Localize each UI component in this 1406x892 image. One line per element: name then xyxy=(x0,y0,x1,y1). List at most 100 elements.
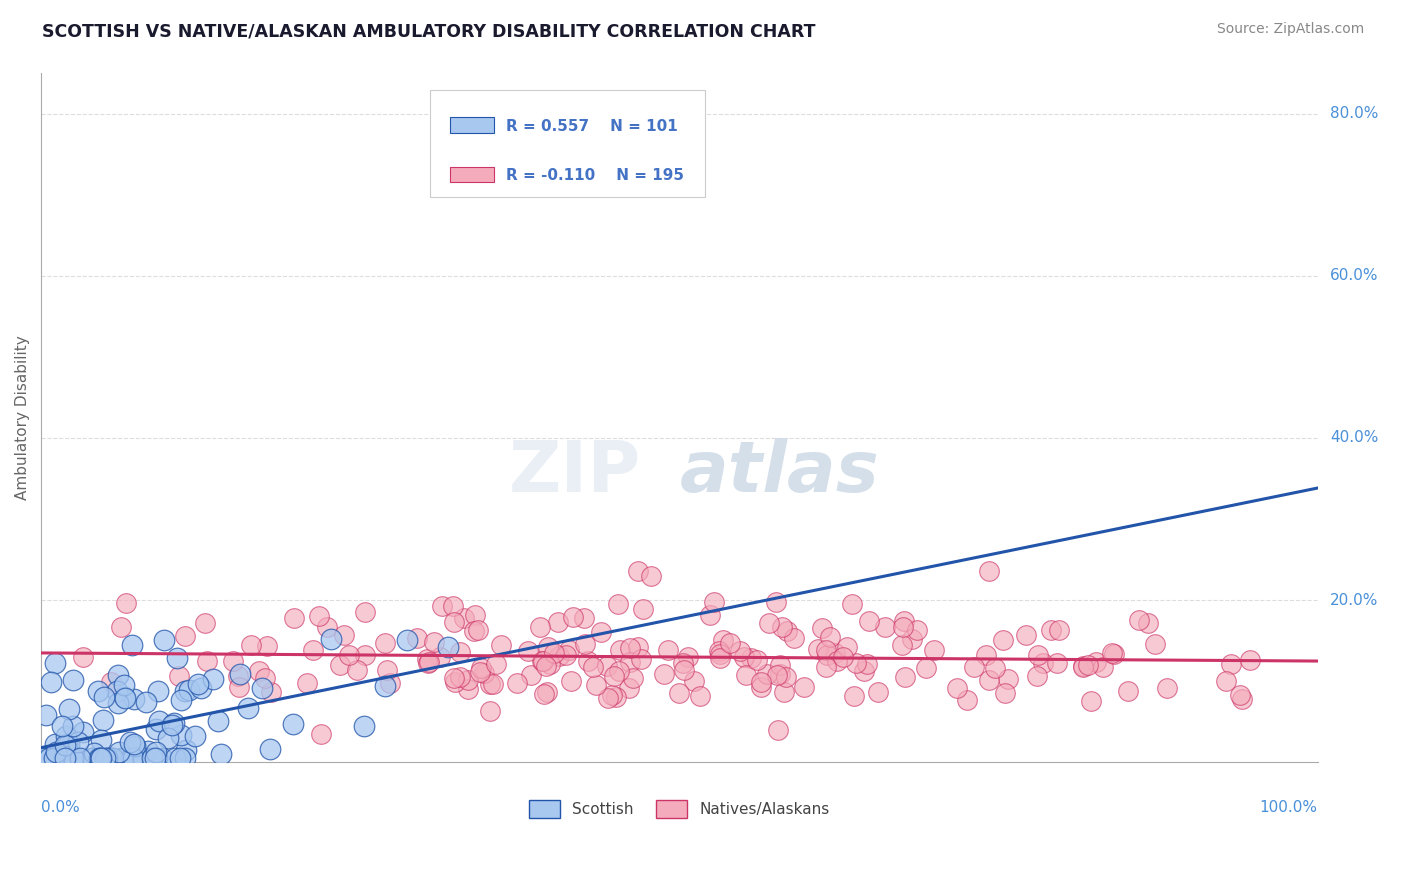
Point xyxy=(1071,660,1094,674)
Point xyxy=(1116,684,1139,698)
Point xyxy=(429,649,451,664)
Point xyxy=(42,751,65,765)
Point xyxy=(733,649,755,664)
Point xyxy=(90,751,112,765)
Point xyxy=(163,716,186,731)
Point xyxy=(974,648,997,663)
Point xyxy=(202,672,225,686)
Point xyxy=(100,675,122,690)
Text: ZIP: ZIP xyxy=(509,438,641,508)
Point xyxy=(329,657,352,672)
Point xyxy=(90,751,112,765)
Point xyxy=(914,661,936,675)
Point xyxy=(769,667,792,681)
Text: R = -0.110    N = 195: R = -0.110 N = 195 xyxy=(506,169,683,183)
Point xyxy=(121,638,143,652)
Point xyxy=(905,623,928,637)
Point xyxy=(1143,637,1166,651)
Point xyxy=(470,661,492,675)
Point xyxy=(96,751,118,765)
Point xyxy=(250,681,273,695)
Point xyxy=(901,632,924,646)
Point xyxy=(676,650,699,665)
Point xyxy=(107,667,129,681)
Point xyxy=(207,714,229,729)
Point xyxy=(346,663,368,677)
Point xyxy=(375,663,398,677)
Point xyxy=(226,669,249,683)
Point xyxy=(531,654,554,668)
Point xyxy=(825,654,848,668)
Point xyxy=(443,615,465,629)
Point xyxy=(163,751,186,765)
Point xyxy=(1025,668,1047,682)
Point xyxy=(444,675,467,690)
Point xyxy=(852,664,875,678)
Point xyxy=(53,751,76,765)
Point xyxy=(1239,653,1261,667)
Point xyxy=(946,681,969,695)
Point xyxy=(259,742,281,756)
Point xyxy=(120,735,142,749)
Point xyxy=(174,743,197,757)
Point xyxy=(179,682,201,697)
Point xyxy=(600,688,623,702)
Point xyxy=(893,615,915,629)
Point xyxy=(35,708,58,723)
Point xyxy=(770,620,793,634)
Point xyxy=(832,650,855,665)
Point xyxy=(536,685,558,699)
Point xyxy=(516,644,538,658)
Point xyxy=(153,633,176,648)
Point xyxy=(131,751,153,765)
Point xyxy=(374,680,396,694)
Point xyxy=(187,677,209,691)
Point xyxy=(1092,659,1115,673)
Point xyxy=(122,751,145,765)
Point xyxy=(472,665,495,680)
Text: 80.0%: 80.0% xyxy=(1330,106,1379,121)
Point xyxy=(63,751,86,765)
Point xyxy=(603,669,626,683)
Point xyxy=(166,650,188,665)
Point xyxy=(82,751,104,765)
Point xyxy=(572,611,595,625)
Text: 20.0%: 20.0% xyxy=(1330,592,1379,607)
Point xyxy=(703,595,725,609)
Point xyxy=(169,751,191,765)
Point xyxy=(55,729,77,743)
Point xyxy=(316,620,339,634)
Point xyxy=(89,751,111,765)
Point xyxy=(631,602,654,616)
Point xyxy=(45,745,67,759)
Point xyxy=(1220,657,1243,671)
Point xyxy=(107,745,129,759)
Point xyxy=(374,636,396,650)
Point xyxy=(53,751,76,765)
Point xyxy=(114,690,136,705)
Point xyxy=(482,677,505,691)
Point xyxy=(170,693,193,707)
Point xyxy=(842,689,865,703)
Text: 60.0%: 60.0% xyxy=(1330,268,1379,284)
Point xyxy=(707,644,730,658)
Point xyxy=(423,634,446,648)
Point xyxy=(49,751,72,765)
Point xyxy=(1136,616,1159,631)
Point xyxy=(260,684,283,698)
Point xyxy=(72,724,94,739)
Point xyxy=(332,628,354,642)
FancyBboxPatch shape xyxy=(430,90,704,197)
Point xyxy=(65,751,87,765)
Point xyxy=(766,668,789,682)
Point xyxy=(718,636,741,650)
Point xyxy=(589,625,612,640)
Point xyxy=(194,616,217,631)
Point xyxy=(295,676,318,690)
Point xyxy=(72,650,94,665)
Point xyxy=(758,616,780,631)
Point xyxy=(627,565,650,579)
Point xyxy=(135,695,157,709)
Point xyxy=(740,651,762,665)
Point xyxy=(751,681,773,695)
